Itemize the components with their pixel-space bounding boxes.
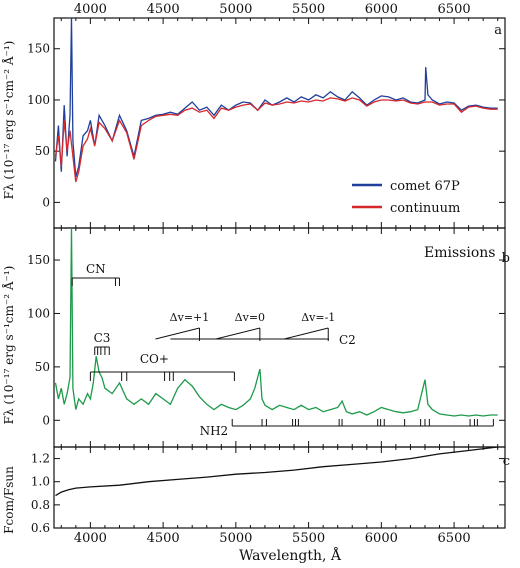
series-line-a-1 xyxy=(54,97,498,183)
legend-continuum-label: continuum xyxy=(390,201,460,216)
panel-label-c: c xyxy=(503,454,510,469)
x-tick-label-bottom: 5000 xyxy=(219,531,252,546)
y-axis-title-a: Fλ (10⁻¹⁷ erg s⁻¹cm⁻² Å⁻¹) xyxy=(1,41,16,200)
y-tick-label: 0.8 xyxy=(31,498,50,512)
y-tick-label: 150 xyxy=(27,42,50,56)
axis-ticks: 0 50 100 150 0 50 100 150 0.6 0.8 1.0 1.2 4000 4500 50… xyxy=(27,2,505,546)
x-tick-label-bottom: 5500 xyxy=(292,531,325,546)
y-tick-label: 50 xyxy=(35,360,50,374)
y-axis-title-c: Fcom/Fsun xyxy=(2,466,16,534)
legend-comet-label: comet 67P xyxy=(390,179,460,194)
y-tick-label: 0 xyxy=(42,413,50,427)
y-axis-title-b: Fλ (10⁻¹⁷ erg s⁻¹cm⁻² Å⁻¹) xyxy=(1,266,16,425)
x-tick-label-bottom: 4000 xyxy=(74,531,107,546)
c2-sequence-label: Δv=0 xyxy=(235,311,265,324)
y-tick-label: 50 xyxy=(35,144,50,158)
panel-frame-c xyxy=(53,446,506,529)
c2-sequence-slope xyxy=(284,327,329,340)
c2-sequence-label: Δv=-1 xyxy=(301,311,335,324)
x-axis-title: Wavelength, Å xyxy=(239,546,342,564)
x-tick-label-top: 6000 xyxy=(365,2,398,17)
y-tick-label: 1.0 xyxy=(31,475,50,489)
nh2-label: NH2 xyxy=(200,424,229,438)
y-tick-label: 150 xyxy=(27,253,50,267)
c2-sequence-slope xyxy=(215,327,260,340)
x-tick-label-bottom: 6000 xyxy=(365,531,398,546)
x-tick-label-bottom: 6500 xyxy=(438,531,471,546)
x-tick-label-top: 4500 xyxy=(147,2,180,17)
panel-label-a: a xyxy=(494,23,502,38)
x-tick-label-top: 5000 xyxy=(219,2,252,17)
cn-label: CN xyxy=(86,262,106,276)
spectrum-curves xyxy=(54,18,498,497)
c2-sequence-slope xyxy=(155,327,200,340)
c2-label: C2 xyxy=(339,333,356,347)
c3-label: C3 xyxy=(94,331,111,345)
y-tick-label: 0 xyxy=(42,195,50,209)
y-tick-label: 1.2 xyxy=(31,452,50,466)
y-tick-label: 100 xyxy=(27,306,50,320)
panel-frames xyxy=(53,17,506,529)
x-tick-label-top: 5500 xyxy=(292,2,325,17)
x-tick-label-top: 4000 xyxy=(74,2,107,17)
emissions-title: Emissions xyxy=(424,245,495,261)
band-annotations: CN C3 CO+ Δv=+1 Δv=0 Δv=-1 C2 NH2 xyxy=(71,262,494,438)
co-plus-label: CO+ xyxy=(140,352,169,366)
x-tick-label-top: 6500 xyxy=(438,2,471,17)
series-line-b-0 xyxy=(54,228,498,417)
series-line-a-0 xyxy=(54,18,498,177)
c2-sequence-label: Δv=+1 xyxy=(170,311,210,324)
series-line-c-0 xyxy=(55,447,498,497)
panel-label-b: b xyxy=(502,251,510,266)
y-tick-label: 100 xyxy=(27,93,50,107)
x-tick-label-bottom: 4500 xyxy=(147,531,180,546)
y-tick-label: 0.6 xyxy=(31,521,50,535)
